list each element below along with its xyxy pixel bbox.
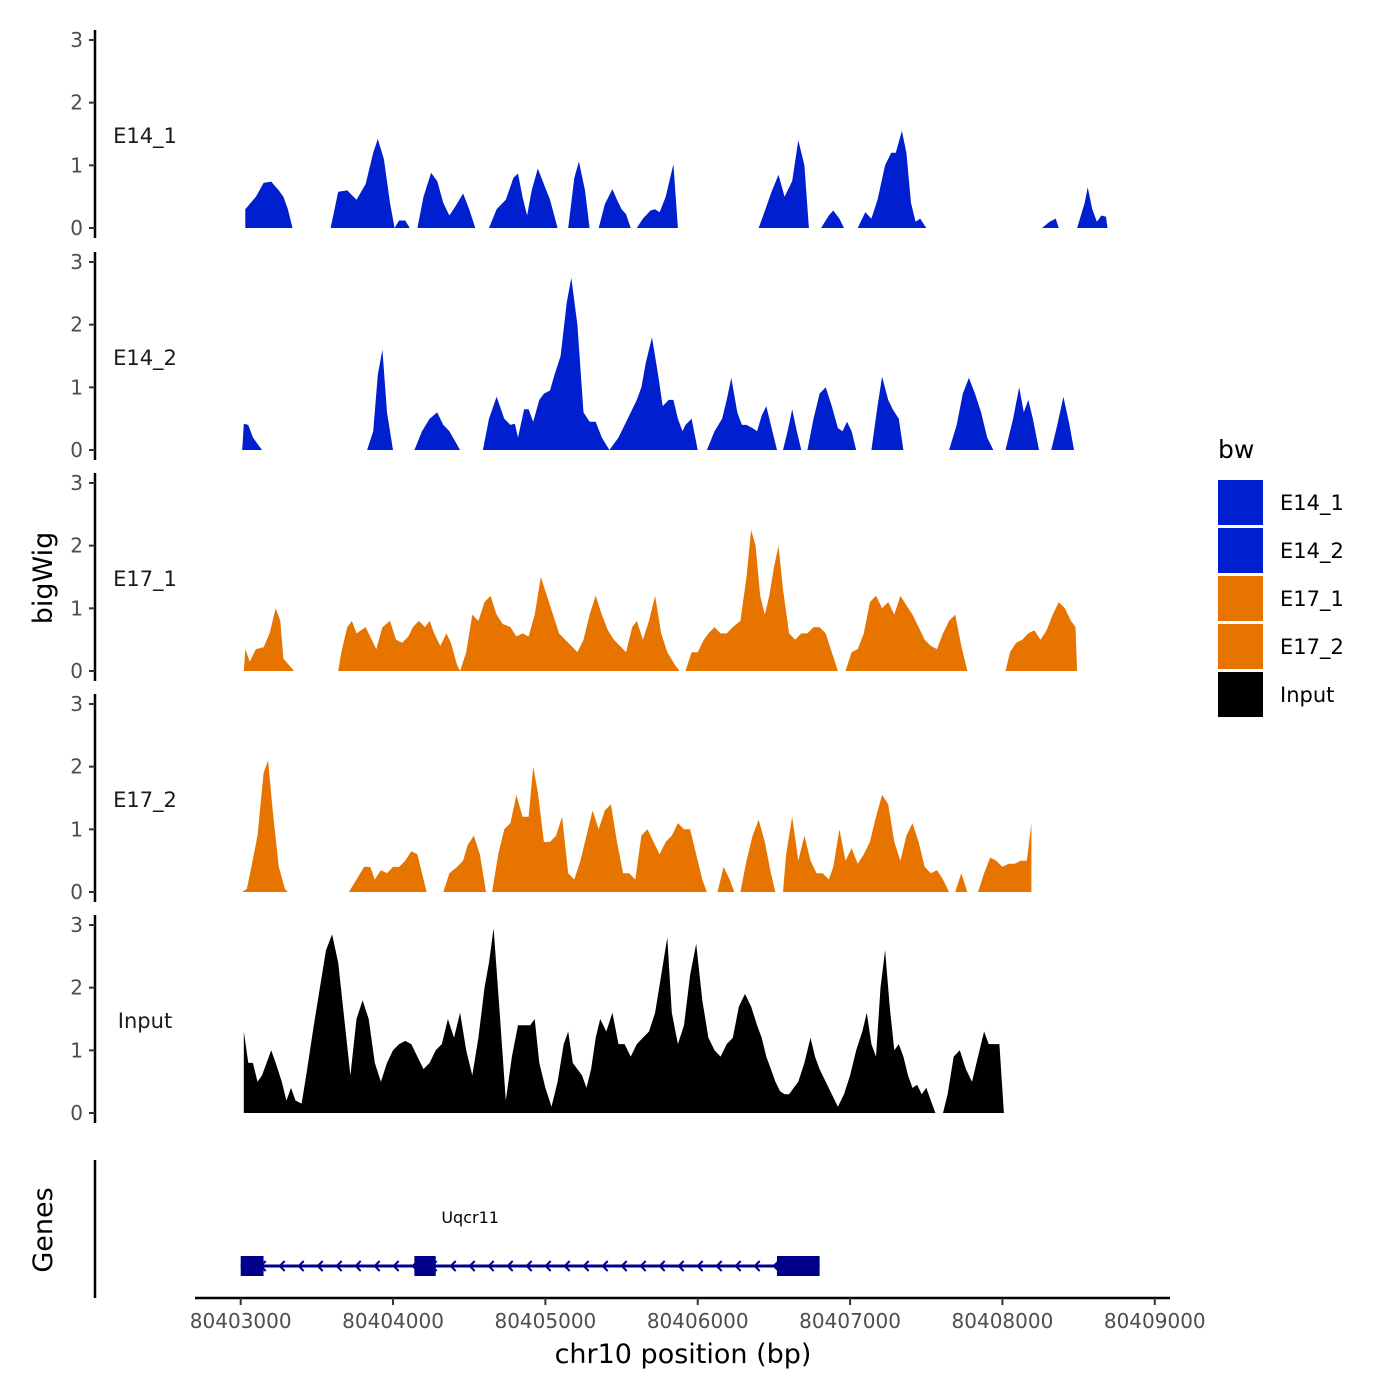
legend-label: E17_1 <box>1280 587 1344 612</box>
legend-item: E17_1 <box>1218 576 1344 621</box>
x-tick-label: 80403000 <box>190 1309 292 1333</box>
area-e14-2 <box>242 277 1074 450</box>
strand-arrow <box>373 1260 381 1272</box>
strand-arrow <box>563 1260 571 1272</box>
legend-swatch <box>1218 624 1263 669</box>
gene-panel: Uqcr11 <box>93 1160 820 1298</box>
track-e17-2: 0 1 2 3 E17_2 <box>70 692 1032 904</box>
track-label: Input <box>118 1009 172 1033</box>
area-input <box>243 928 1004 1113</box>
strand-arrow <box>544 1260 552 1272</box>
y-tick-label: 2 <box>70 313 83 337</box>
y-tick-label: 3 <box>70 28 83 52</box>
legend-title: bw <box>1218 435 1254 464</box>
strand-arrow <box>335 1260 343 1272</box>
strand-arrow <box>620 1260 628 1272</box>
legend-item: E14_1 <box>1218 480 1344 525</box>
y-tick-label: 3 <box>70 471 83 495</box>
strand-arrow <box>582 1260 590 1272</box>
y-tick-label: 1 <box>70 1038 83 1062</box>
y-axis-title: bigWig <box>28 532 59 625</box>
area-e17-2 <box>242 760 1032 892</box>
y-tick-label: 2 <box>70 91 83 115</box>
strand-arrow <box>506 1260 514 1272</box>
y-tick-label: 1 <box>70 153 83 177</box>
y-tick-label: 2 <box>70 755 83 779</box>
legend-label: Input <box>1280 683 1334 707</box>
x-tick-label: 80406000 <box>647 1309 749 1333</box>
strand-arrow <box>525 1260 533 1272</box>
strand-arrow <box>449 1260 457 1272</box>
y-tick-label: 0 <box>70 880 83 904</box>
track-e14-2: 0 1 2 3 E14_2 <box>70 250 1074 462</box>
strand-arrow <box>677 1260 685 1272</box>
y-tick-label: 0 <box>70 1101 83 1125</box>
x-axis: 80403000 80404000 80405000 80406000 80407000… <box>190 1296 1206 1333</box>
gene-exon <box>414 1256 436 1276</box>
strand-arrow <box>297 1260 305 1272</box>
gene-name-label: Uqcr11 <box>441 1208 499 1227</box>
strand-arrow <box>278 1260 286 1272</box>
gene-exon <box>776 1256 820 1276</box>
y-tick-label: 1 <box>70 596 83 620</box>
genes-axis-title: Genes <box>28 1187 59 1272</box>
strand-arrow <box>468 1260 476 1272</box>
track-label: E14_1 <box>113 124 177 149</box>
track-label: E17_2 <box>113 788 177 813</box>
y-tick-label: 0 <box>70 438 83 462</box>
legend: bw E14_1 E14_2 E17_1 E17_2 Input <box>1218 435 1344 717</box>
y-tick-label: 1 <box>70 375 83 399</box>
legend-swatch <box>1218 672 1263 717</box>
y-tick-label: 0 <box>70 659 83 683</box>
track-input: 0 1 2 3 Input <box>70 913 1004 1125</box>
y-tick-label: 2 <box>70 534 83 558</box>
strand-arrow <box>316 1260 324 1272</box>
legend-item: Input <box>1218 672 1334 717</box>
legend-label: E14_2 <box>1280 539 1344 564</box>
strand-arrow <box>696 1260 704 1272</box>
strand-arrow <box>715 1260 723 1272</box>
x-tick-label: 80408000 <box>952 1309 1054 1333</box>
strand-arrow <box>487 1260 495 1272</box>
y-tick-label: 1 <box>70 817 83 841</box>
y-tick-label: 3 <box>70 692 83 716</box>
track-label: E14_2 <box>113 346 177 371</box>
track-e17-1: 0 1 2 3 E17_1 <box>70 471 1078 683</box>
x-tick-label: 80409000 <box>1104 1309 1206 1333</box>
gene-exon <box>240 1256 264 1276</box>
y-tick-label: 3 <box>70 250 83 274</box>
legend-label: E17_2 <box>1280 635 1344 660</box>
strand-arrow <box>639 1260 647 1272</box>
area-e17-1 <box>243 530 1078 671</box>
x-tick-label: 80407000 <box>799 1309 901 1333</box>
track-e14-1: 0 1 2 3 E14_1 <box>70 28 1108 240</box>
strand-arrow <box>753 1260 761 1272</box>
area-e14-1 <box>245 130 1108 228</box>
legend-item: E14_2 <box>1218 528 1344 573</box>
x-tick-label: 80405000 <box>494 1309 596 1333</box>
bigwig-tracks: 0 1 2 3 E14_1 0 1 2 3 E14_2 0 1 2 3 E17_1 0 1 2 3 E17_2 0 1 2 3… <box>70 28 1108 1125</box>
legend-item: E17_2 <box>1218 624 1344 669</box>
x-tick-label: 80404000 <box>342 1309 444 1333</box>
legend-label: E14_1 <box>1280 491 1344 516</box>
legend-swatch <box>1218 480 1263 525</box>
legend-swatch <box>1218 576 1263 621</box>
strand-arrow <box>392 1260 400 1272</box>
y-tick-label: 3 <box>70 913 83 937</box>
strand-arrow <box>354 1260 362 1272</box>
track-label: E17_1 <box>113 567 177 592</box>
strand-arrow <box>734 1260 742 1272</box>
strand-arrow <box>658 1260 666 1272</box>
gene-uqcr11: Uqcr11 <box>240 1208 820 1276</box>
x-axis-title: chr10 position (bp) <box>555 1339 812 1370</box>
legend-swatch <box>1218 528 1263 573</box>
y-tick-label: 2 <box>70 976 83 1000</box>
strand-arrow <box>601 1260 609 1272</box>
y-tick-label: 0 <box>70 216 83 240</box>
